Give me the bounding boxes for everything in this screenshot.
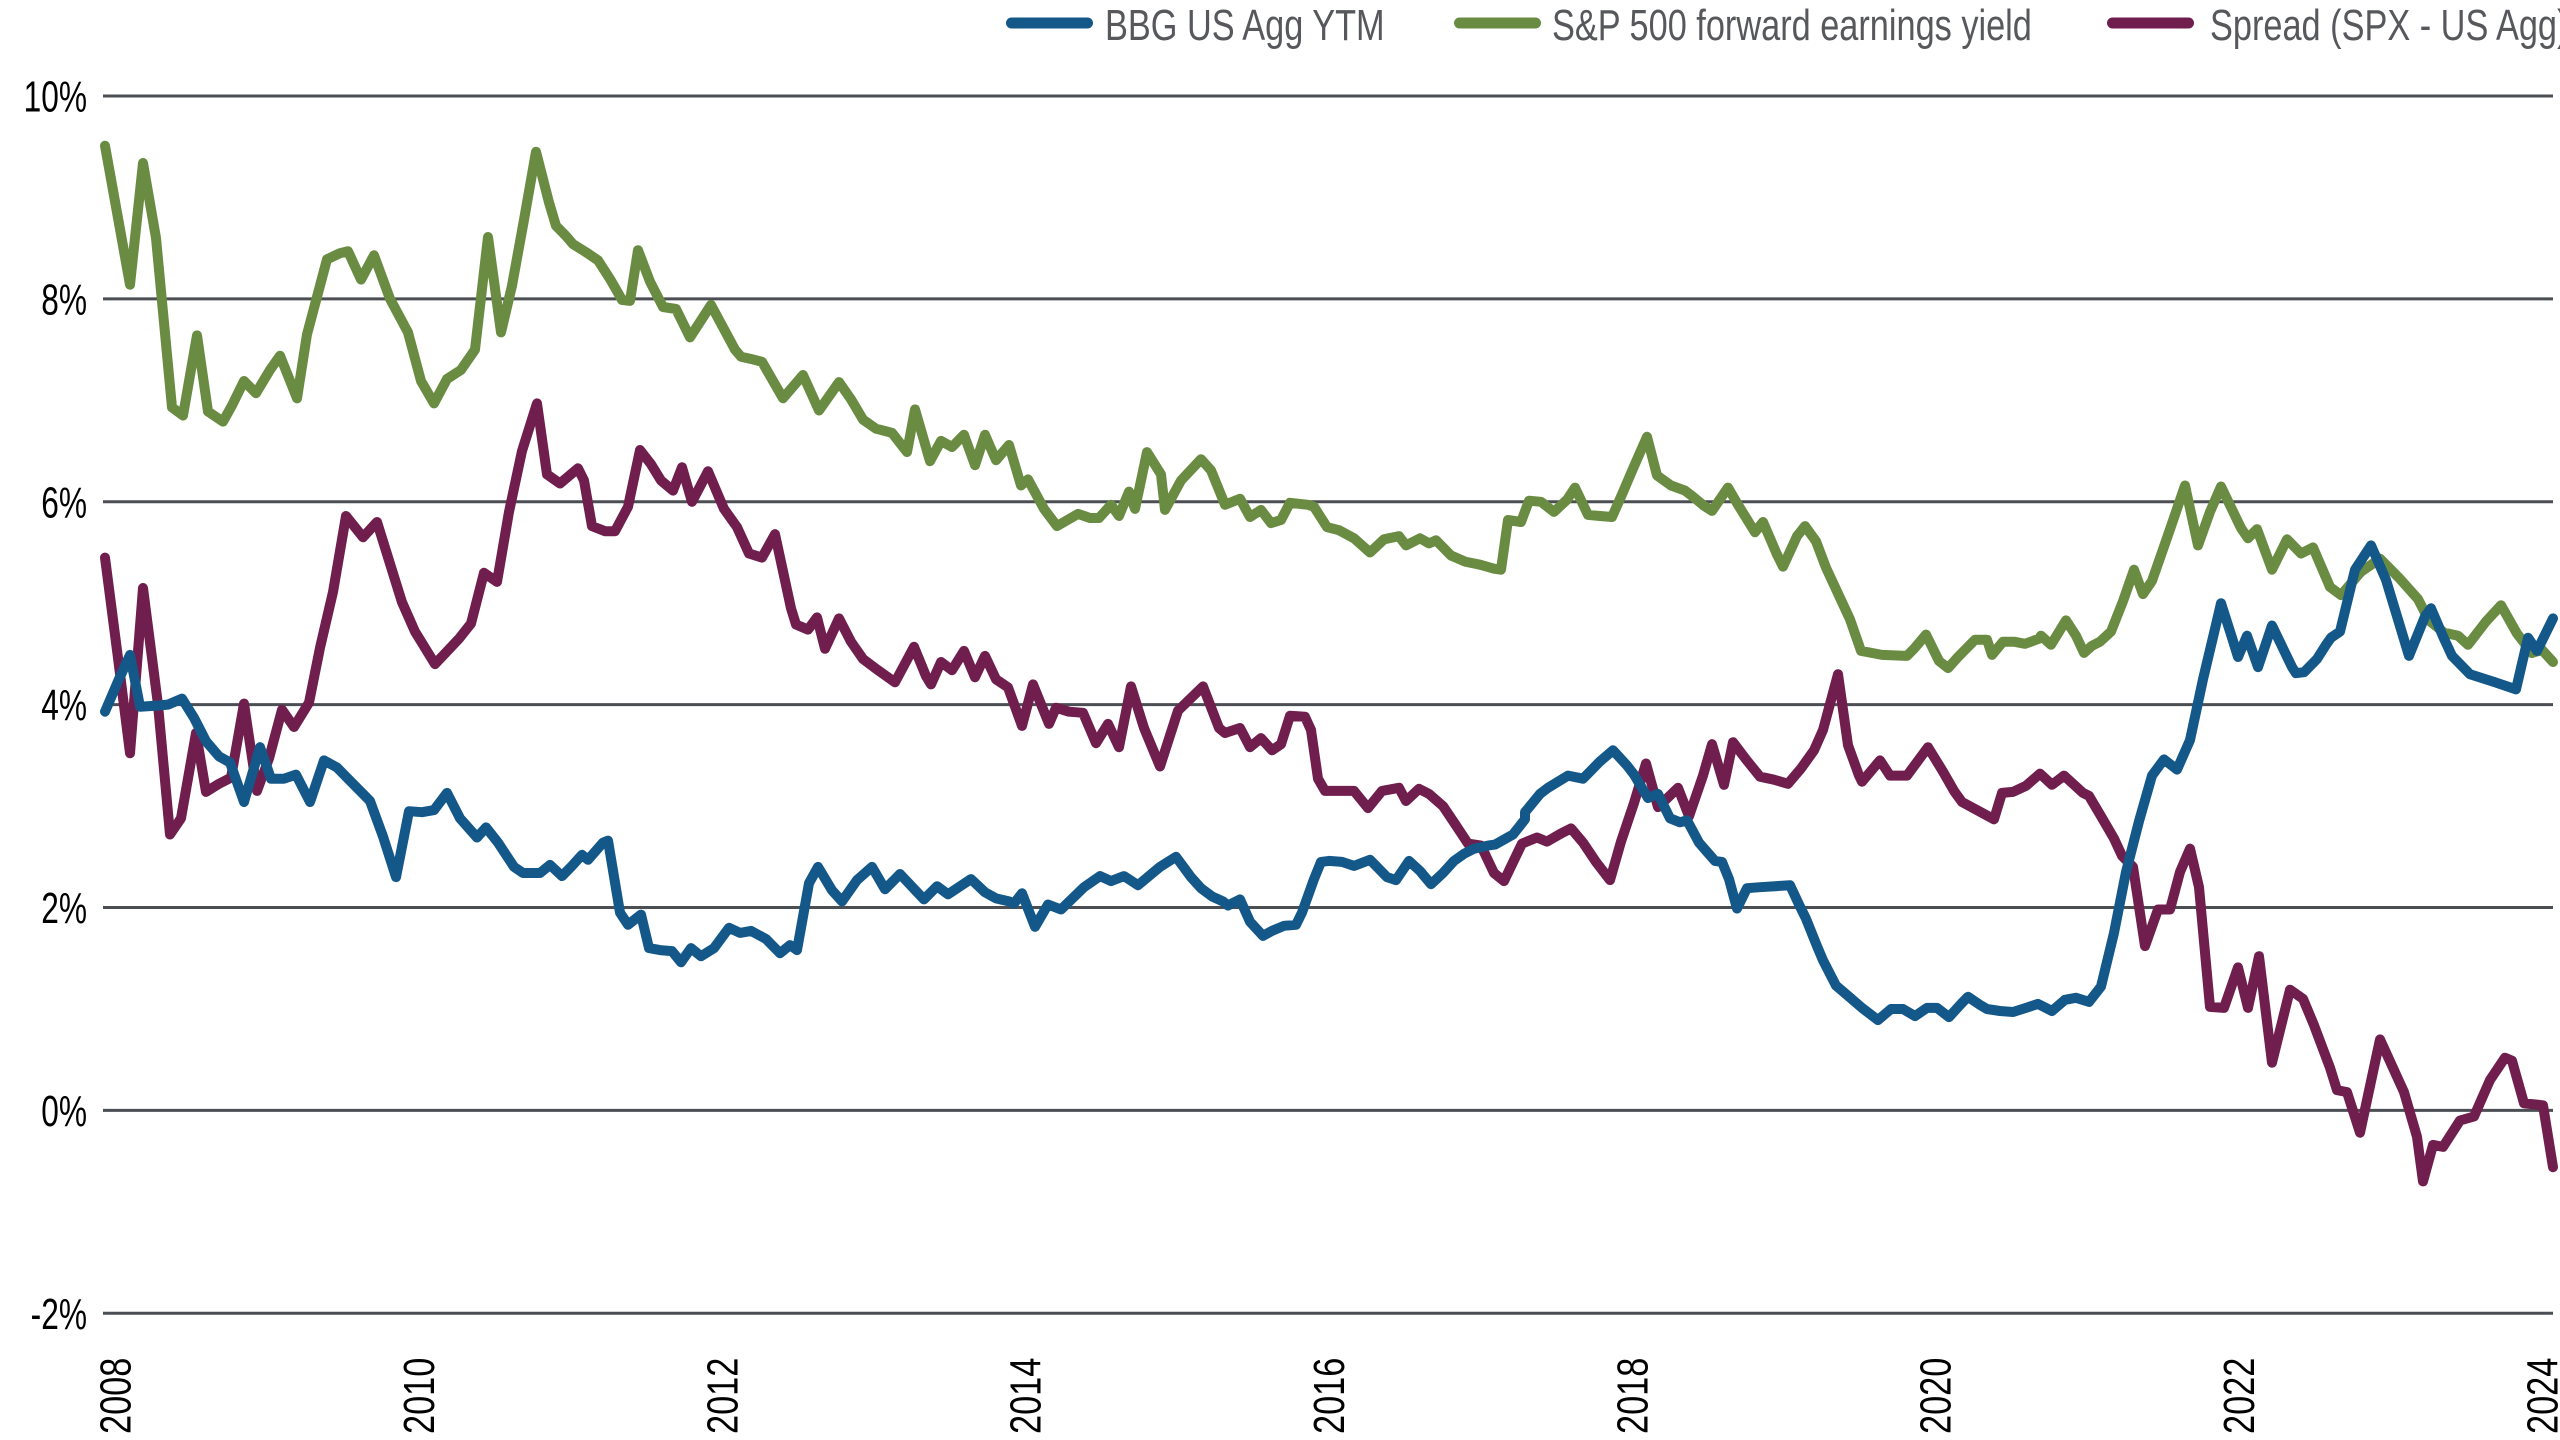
svg-text:2016: 2016 (1305, 1358, 1354, 1434)
svg-text:4%: 4% (41, 681, 87, 730)
svg-text:2024: 2024 (2518, 1358, 2560, 1434)
svg-text:2018: 2018 (1608, 1358, 1657, 1434)
svg-text:2%: 2% (41, 884, 87, 933)
svg-text:2010: 2010 (395, 1358, 444, 1434)
svg-text:2012: 2012 (698, 1358, 747, 1434)
svg-text:2022: 2022 (2215, 1358, 2264, 1434)
svg-text:6%: 6% (41, 478, 87, 527)
svg-text:Spread (SPX - US Agg): Spread (SPX - US Agg) (2210, 1, 2560, 50)
svg-text:2020: 2020 (1912, 1358, 1961, 1434)
svg-text:10%: 10% (24, 72, 87, 121)
svg-text:-2%: -2% (31, 1290, 87, 1339)
svg-text:8%: 8% (41, 275, 87, 324)
svg-text:2008: 2008 (92, 1358, 141, 1434)
svg-text:0%: 0% (41, 1087, 87, 1136)
svg-text:S&P 500 forward earnings yield: S&P 500 forward earnings yield (1552, 1, 2032, 50)
svg-text:2014: 2014 (1002, 1358, 1051, 1434)
svg-text:BBG US Agg YTM: BBG US Agg YTM (1105, 1, 1385, 50)
